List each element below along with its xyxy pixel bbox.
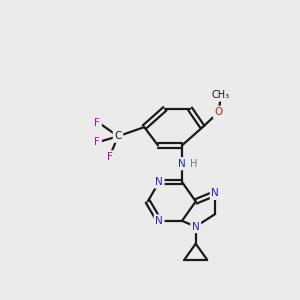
Text: N: N xyxy=(178,159,186,169)
Text: F: F xyxy=(94,137,100,147)
Text: O: O xyxy=(214,107,223,117)
Text: C: C xyxy=(114,131,122,141)
Text: N: N xyxy=(211,188,219,198)
Text: F: F xyxy=(107,152,113,162)
Text: H: H xyxy=(190,159,197,169)
Text: N: N xyxy=(155,177,163,187)
Text: F: F xyxy=(94,118,100,128)
Text: N: N xyxy=(192,222,200,232)
Text: N: N xyxy=(155,216,163,226)
Text: CH₃: CH₃ xyxy=(212,90,230,100)
